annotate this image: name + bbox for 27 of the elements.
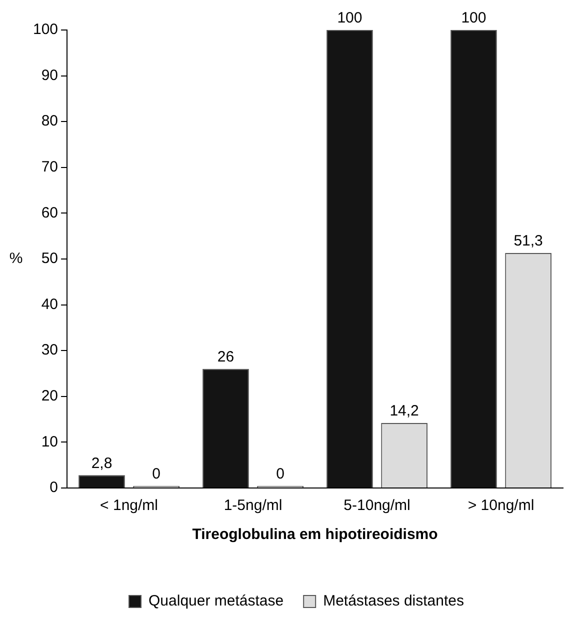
y-tick-label: 90: [41, 66, 58, 84]
y-tick-label: 60: [41, 204, 58, 222]
legend-label: Metástases distantes: [323, 592, 464, 610]
x-tick-label: < 1ng/ml: [100, 497, 158, 514]
y-tick-label: 80: [41, 112, 58, 130]
data-label: 100: [461, 10, 486, 27]
x-tick-label: 1-5ng/ml: [224, 497, 282, 514]
y-tick-label: 50: [41, 250, 58, 268]
y-axis-title: %: [9, 250, 23, 268]
data-label: 100: [337, 10, 362, 27]
y-tick-label: 100: [32, 21, 58, 38]
x-tick-label: > 10ng/ml: [468, 497, 534, 514]
data-label: 51,3: [514, 232, 543, 250]
data-label: 0: [276, 466, 284, 483]
data-label: 26: [217, 348, 234, 366]
y-tick-label: 30: [41, 342, 58, 359]
y-tick-label: 70: [41, 158, 58, 176]
legend-label: Qualquer metástase: [148, 592, 284, 610]
data-label: 14,2: [390, 402, 419, 420]
y-tick-label: 20: [41, 388, 58, 405]
y-tick-label: 0: [50, 479, 58, 496]
data-label: 2,8: [91, 454, 112, 472]
y-tick-label: 40: [41, 296, 58, 313]
x-axis-title: Tireoglobulina em hipotireoidismo: [192, 526, 438, 544]
x-tick-label: 5-10ng/ml: [344, 497, 410, 514]
data-label: 0: [152, 466, 160, 483]
y-tick-label: 10: [41, 433, 58, 450]
